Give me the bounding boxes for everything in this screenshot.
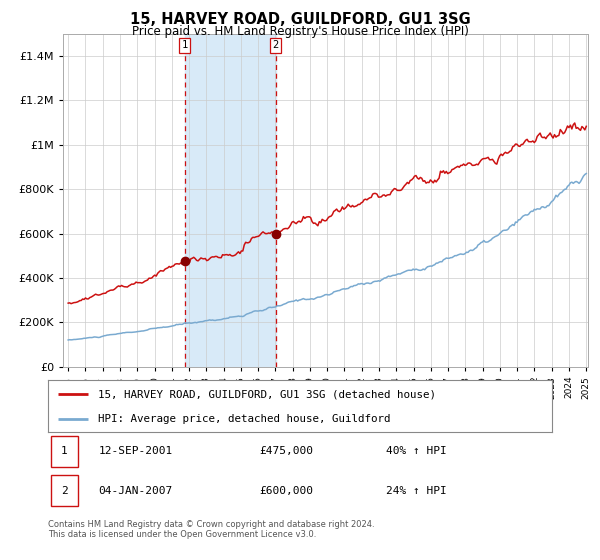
Text: 04-JAN-2007: 04-JAN-2007 xyxy=(98,486,173,496)
Text: Price paid vs. HM Land Registry's House Price Index (HPI): Price paid vs. HM Land Registry's House … xyxy=(131,25,469,38)
FancyBboxPatch shape xyxy=(50,436,78,466)
FancyBboxPatch shape xyxy=(50,475,78,506)
Text: 12-SEP-2001: 12-SEP-2001 xyxy=(98,446,173,456)
Text: HPI: Average price, detached house, Guildford: HPI: Average price, detached house, Guil… xyxy=(98,414,391,424)
Text: 15, HARVEY ROAD, GUILDFORD, GU1 3SG (detached house): 15, HARVEY ROAD, GUILDFORD, GU1 3SG (det… xyxy=(98,389,436,399)
Text: 24% ↑ HPI: 24% ↑ HPI xyxy=(386,486,446,496)
Text: 15, HARVEY ROAD, GUILDFORD, GU1 3SG: 15, HARVEY ROAD, GUILDFORD, GU1 3SG xyxy=(130,12,470,27)
Text: Contains HM Land Registry data © Crown copyright and database right 2024.
This d: Contains HM Land Registry data © Crown c… xyxy=(48,520,374,539)
Text: £600,000: £600,000 xyxy=(260,486,314,496)
Text: 2: 2 xyxy=(272,40,279,50)
Text: 40% ↑ HPI: 40% ↑ HPI xyxy=(386,446,446,456)
Bar xyxy=(185,34,276,367)
Text: 2: 2 xyxy=(61,486,68,496)
Text: 1: 1 xyxy=(182,40,188,50)
Text: 1: 1 xyxy=(61,446,68,456)
Text: £475,000: £475,000 xyxy=(260,446,314,456)
